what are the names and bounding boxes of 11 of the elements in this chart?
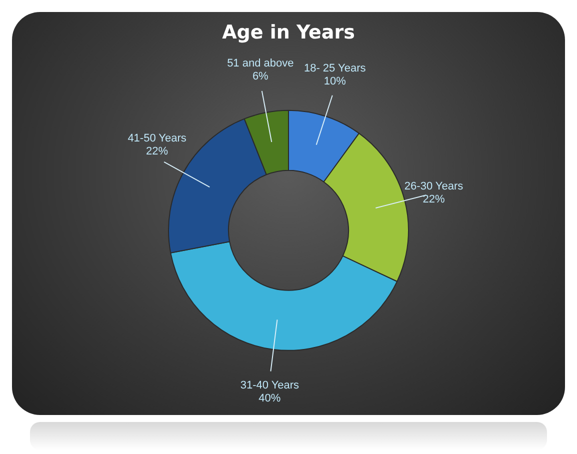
data-label: 10% <box>324 75 346 88</box>
data-label: 40% <box>258 392 281 405</box>
slice-label: 51 and above <box>227 58 294 70</box>
slice-label: 26-30 Years <box>404 180 464 193</box>
slice-label: 41-50 Years <box>128 132 187 145</box>
chart-title: Age in Years <box>222 21 355 44</box>
data-label: 6% <box>252 70 269 83</box>
slice-label: 18- 25 Years <box>304 62 366 74</box>
data-label: 22% <box>422 194 446 206</box>
slice-label: 31-40 Years <box>240 380 300 392</box>
data-label: 22% <box>146 146 168 158</box>
